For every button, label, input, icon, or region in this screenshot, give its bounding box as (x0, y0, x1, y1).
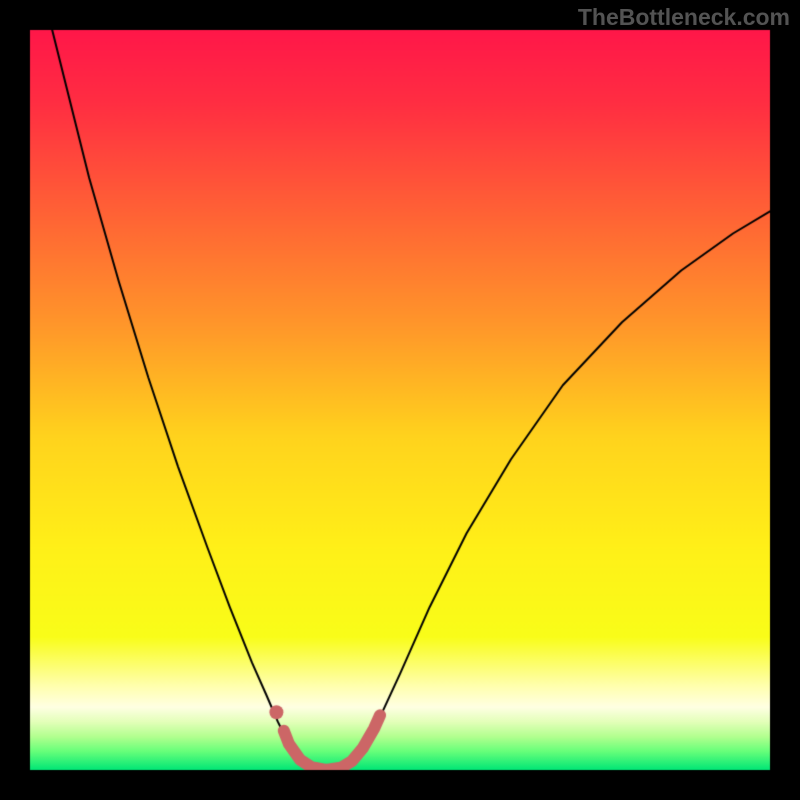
chart-container: TheBottleneck.com (0, 0, 800, 800)
bottleneck-curve-plot (0, 0, 800, 800)
watermark-text: TheBottleneck.com (578, 4, 790, 31)
